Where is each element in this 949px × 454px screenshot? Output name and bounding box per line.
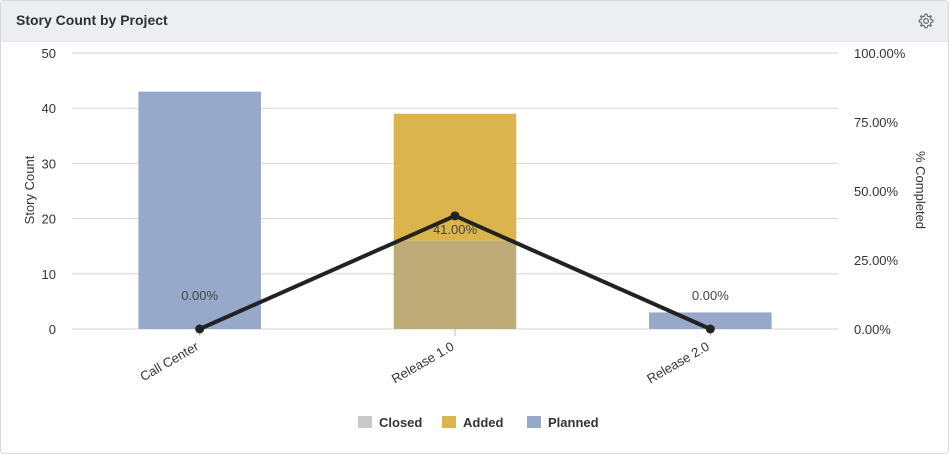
panel-title: Story Count by Project xyxy=(16,12,168,28)
bars xyxy=(138,91,772,329)
completed-point xyxy=(705,324,715,334)
bar-planned xyxy=(138,91,261,329)
panel-header: Story Count by Project xyxy=(1,1,948,42)
y-tick-label: 40 xyxy=(42,101,56,116)
completed-label: 41.00% xyxy=(433,222,478,237)
x-tick-label: Release 2.0 xyxy=(644,339,712,387)
x-axis-ticks: Call Center Release 1.0 Release 2.0 xyxy=(137,329,712,387)
y2-tick-label: 25.00% xyxy=(854,253,899,268)
completed-label: 0.00% xyxy=(181,288,218,303)
y2-tick-label: 50.00% xyxy=(854,184,899,199)
legend-label-closed: Closed xyxy=(379,415,422,430)
legend-swatch-closed xyxy=(358,416,372,428)
y2-axis-ticks: 0.00% 25.00% 50.00% 75.00% 100.00% xyxy=(854,46,906,337)
data-labels: 0.00% 41.00% 0.00% xyxy=(181,222,729,303)
legend-label-planned: Planned xyxy=(548,415,599,430)
y2-tick-label: 75.00% xyxy=(854,115,899,130)
y-axis-ticks: 0 10 20 30 40 50 xyxy=(42,46,56,337)
y-tick-label: 20 xyxy=(42,212,56,227)
y-tick-label: 30 xyxy=(42,156,56,171)
bar-closed xyxy=(393,240,517,329)
y2-tick-label: 100.00% xyxy=(854,46,906,61)
legend-swatch-planned xyxy=(527,416,541,428)
legend: Closed Added Planned xyxy=(358,415,599,430)
y-axis-title: Story Count xyxy=(22,155,37,224)
x-tick-label: Release 1.0 xyxy=(389,339,457,387)
completed-point xyxy=(195,324,205,334)
completed-label: 0.00% xyxy=(692,288,729,303)
completed-line xyxy=(195,211,715,334)
y2-tick-label: 0.00% xyxy=(854,322,891,337)
y-tick-label: 10 xyxy=(42,267,56,282)
y-tick-label: 0 xyxy=(49,322,56,337)
legend-swatch-added xyxy=(442,416,456,428)
legend-label-added: Added xyxy=(463,415,504,430)
y-tick-label: 50 xyxy=(42,46,56,61)
x-tick-label: Call Center xyxy=(137,338,201,384)
completed-point xyxy=(450,211,460,221)
y2-axis-title: % Completed xyxy=(913,151,928,229)
gear-icon[interactable] xyxy=(918,13,934,29)
